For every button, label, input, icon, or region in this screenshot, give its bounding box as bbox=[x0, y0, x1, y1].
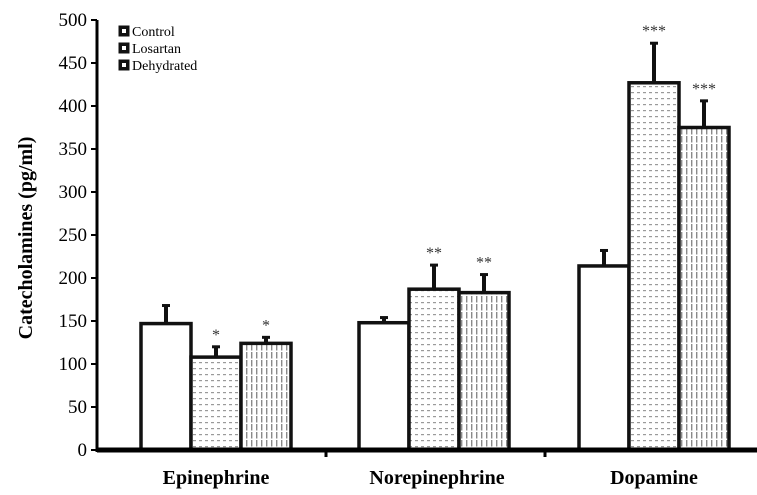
y-axis: 0 50 100 150 200 250 300 350 400 450 500 bbox=[59, 10, 99, 461]
y-tick-label: 0 bbox=[78, 440, 88, 461]
legend: Control Losartan Dehydrated bbox=[118, 25, 197, 74]
bar-losartan-norepinephrine bbox=[407, 287, 461, 452]
bar-losartan-epinephrine bbox=[189, 355, 243, 452]
y-tick-label: 50 bbox=[68, 397, 87, 418]
x-axis: Epinephrine Norepinephrine Dopamine bbox=[97, 447, 757, 489]
legend-swatch-inner bbox=[122, 46, 126, 50]
y-tick-label: 100 bbox=[59, 354, 88, 375]
bar-control-dopamine bbox=[577, 264, 631, 452]
y-tick-label: 300 bbox=[59, 182, 88, 203]
y-tick-label: 200 bbox=[59, 268, 88, 289]
legend-label: Losartan bbox=[132, 42, 181, 57]
y-axis-title: Catecholamines (pg/ml) bbox=[15, 137, 37, 340]
bar-dehydrated-epinephrine bbox=[239, 341, 293, 452]
bar-dehydrated-dopamine bbox=[677, 125, 731, 452]
legend-swatch-inner bbox=[122, 29, 126, 33]
bar-control-epinephrine bbox=[139, 321, 193, 452]
bars: ************ bbox=[139, 23, 731, 452]
y-tick-label: 450 bbox=[59, 53, 88, 74]
significance-label: ** bbox=[476, 255, 492, 272]
significance-label: ** bbox=[426, 245, 442, 262]
legend-label: Control bbox=[132, 25, 175, 40]
bar-dehydrated-norepinephrine bbox=[457, 290, 511, 452]
y-tick-label: 500 bbox=[59, 10, 88, 31]
bar-control-norepinephrine bbox=[357, 320, 411, 452]
significance-label: * bbox=[262, 317, 270, 334]
y-tick-label: 250 bbox=[59, 225, 88, 246]
significance-label: * bbox=[212, 327, 220, 344]
significance-label: *** bbox=[692, 81, 716, 98]
legend-label: Dehydrated bbox=[132, 59, 197, 74]
legend-swatch-inner bbox=[122, 63, 126, 67]
y-tick-label: 400 bbox=[59, 96, 88, 117]
x-category-label: Norepinephrine bbox=[369, 467, 504, 489]
bar-losartan-dopamine bbox=[627, 81, 681, 452]
x-category-label: Dopamine bbox=[610, 467, 698, 489]
y-tick-label: 150 bbox=[59, 311, 88, 332]
x-category-label: Epinephrine bbox=[163, 467, 270, 489]
y-tick-label: 350 bbox=[59, 139, 88, 160]
significance-label: *** bbox=[642, 23, 666, 40]
